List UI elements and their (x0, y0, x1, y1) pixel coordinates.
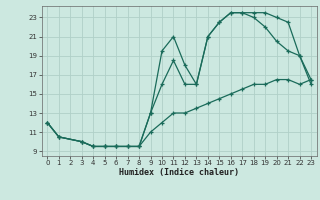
X-axis label: Humidex (Indice chaleur): Humidex (Indice chaleur) (119, 168, 239, 177)
